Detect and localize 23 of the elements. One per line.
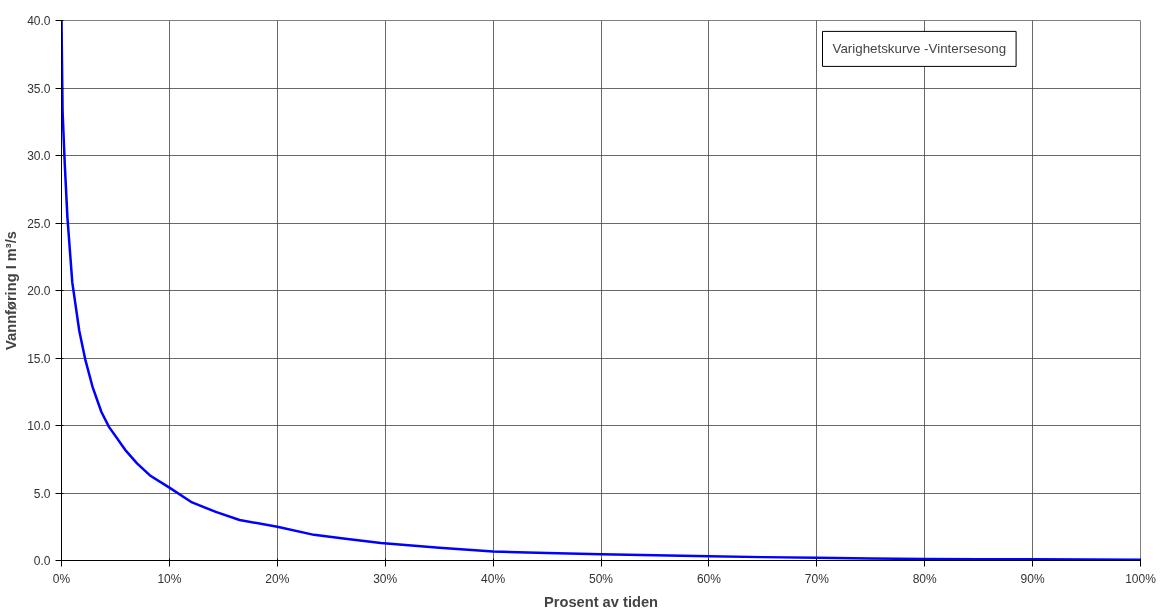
x-tick-label: 40% <box>481 571 506 586</box>
y-tick-label: 35.0 <box>27 81 51 96</box>
y-tick-label: 0.0 <box>33 554 51 568</box>
x-tick-label: 80% <box>912 571 938 586</box>
x-tick-label: 60% <box>696 571 722 586</box>
x-tick-label: 50% <box>588 571 614 586</box>
x-tick-label: 100% <box>1125 571 1157 586</box>
x-tick-label: 10% <box>157 571 182 586</box>
x-tick-label: 20% <box>265 571 290 586</box>
y-tick-label: 15.0 <box>27 351 51 366</box>
x-tick-label: 30% <box>373 571 398 586</box>
text: Varighetskurve -Vintersesong <box>832 41 1007 57</box>
x-tick-label: 90% <box>1020 571 1045 586</box>
x-tick-label: 70% <box>804 571 830 586</box>
y-tick-label: 30.0 <box>27 149 51 163</box>
y-axis-title: Vannføring I m³/s <box>3 231 20 350</box>
y-tick-label: 40.0 <box>27 14 51 28</box>
y-tick-label: 5.0 <box>33 486 51 501</box>
y-tick-label: 25.0 <box>27 216 51 231</box>
x-tick-label: 0% <box>52 571 71 586</box>
y-tick-label: 10.0 <box>27 419 51 433</box>
y-tick-label: 20.0 <box>27 284 51 298</box>
x-axis-title: Prosent av tiden <box>543 593 659 610</box>
